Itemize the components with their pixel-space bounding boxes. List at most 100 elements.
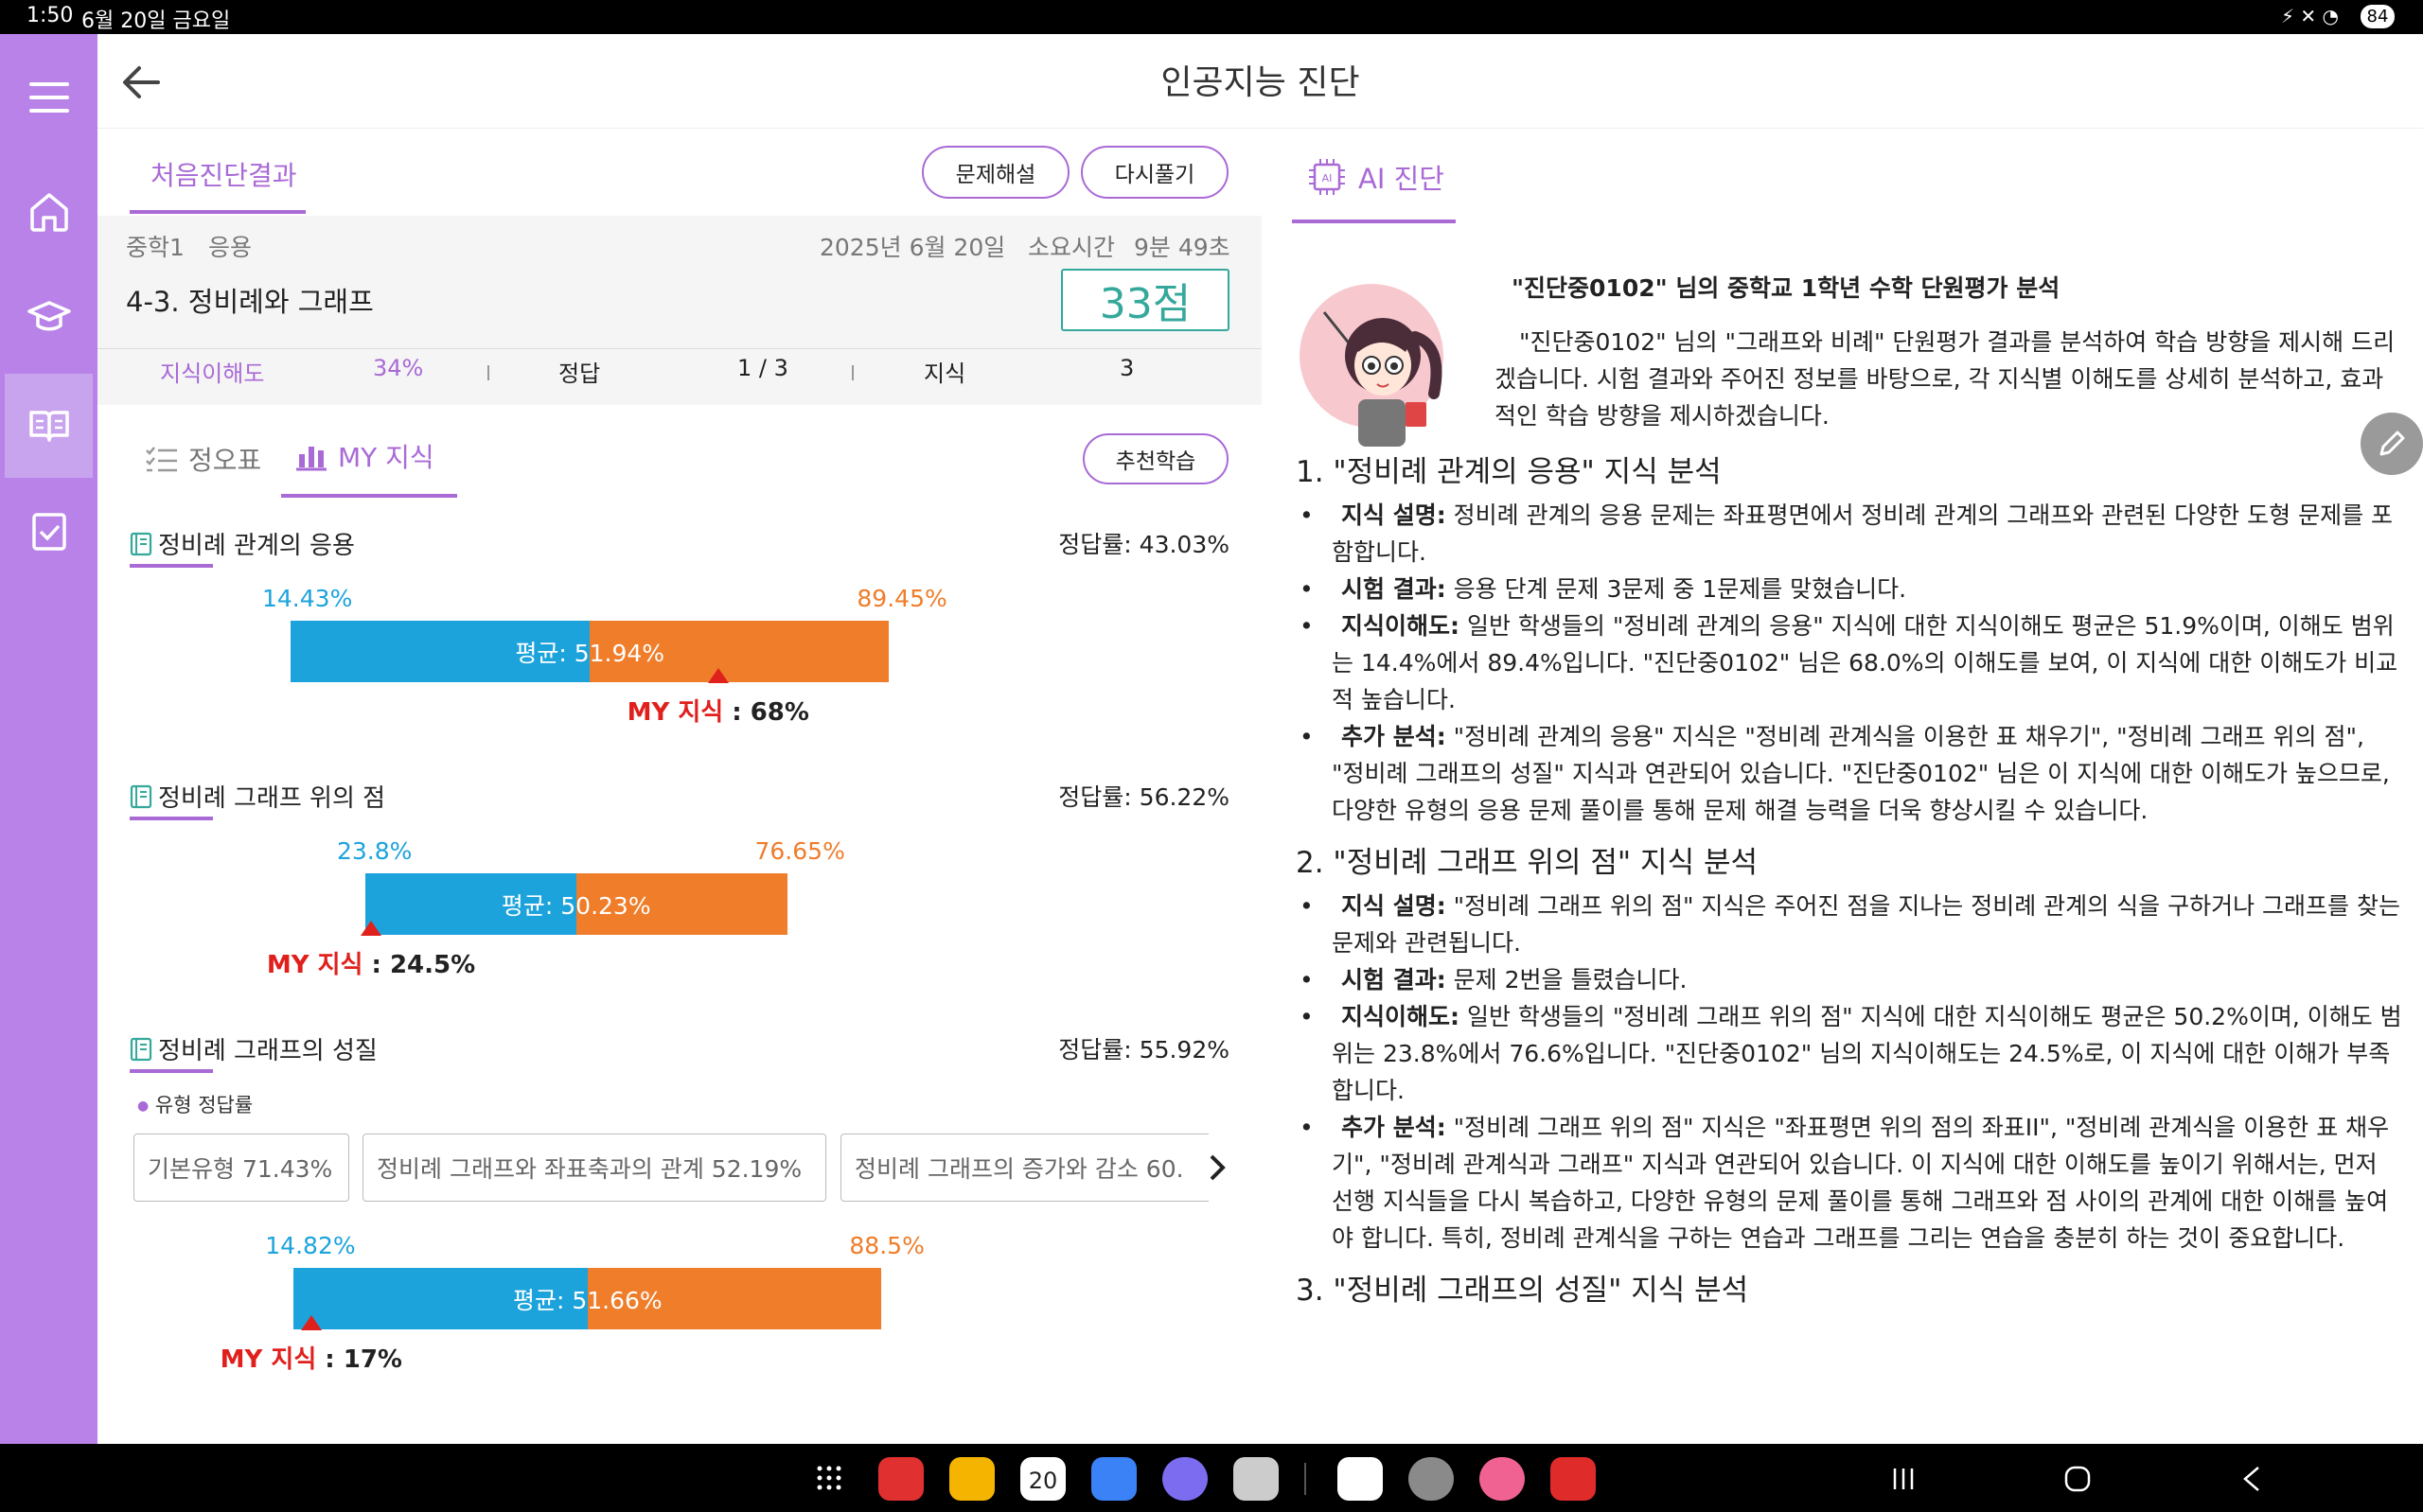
tab-ai-content: AI AI 진단 — [1307, 157, 1444, 197]
max-value-label: 89.45% — [857, 585, 947, 612]
test-date: 2025년 6월 20일 — [820, 234, 1006, 261]
below-average-segment — [293, 1268, 588, 1329]
correct-rate: 정답률: 43.03% — [1058, 531, 1229, 558]
chevron-right-icon[interactable] — [1203, 1149, 1231, 1187]
max-value-label: 88.5% — [849, 1232, 925, 1259]
tab-my-knowledge[interactable]: MY 지식 — [281, 422, 457, 498]
home-icon[interactable] — [5, 159, 93, 263]
average-label: 평균: 51.94% — [515, 639, 665, 667]
divider — [1304, 1463, 1306, 1495]
distribution-chart: 14.43% 89.45% 평균: 51.94% MY 지식 : 68% — [130, 526, 1229, 763]
right-panel: AI AI 진단 "진단중0102" 님의 — [1262, 129, 2423, 1425]
unit-title: 4-3. 정비례와 그래프 — [126, 286, 374, 318]
type-chip[interactable]: 정비례 그래프와 좌표축과의 관계 52.19% — [363, 1134, 826, 1202]
type-chip-row: 기본유형 71.43% 정비례 그래프와 좌표축과의 관계 52.19% 정비례… — [130, 1134, 1209, 1205]
bar-chart-icon — [296, 447, 327, 471]
arrow-left-icon[interactable] — [118, 59, 166, 106]
report-item: 추가 분석: "정비례 그래프 위의 점" 지식은 "좌표평면 위의 점의 좌표… — [1296, 1109, 2403, 1257]
section-title-text: 정비례 그래프의 성질 — [158, 1037, 378, 1065]
distribution-chart: 23.8% 76.65% 평균: 50.23% MY 지식 : 24.5% — [130, 779, 1229, 1015]
svg-text:AI: AI — [1322, 172, 1333, 185]
my-knowledge-marker — [300, 1315, 322, 1330]
back-nav-icon[interactable] — [2239, 1465, 2264, 1493]
max-value-label: 76.65% — [754, 837, 845, 865]
section-underline — [130, 564, 213, 568]
my-knowledge-marker — [707, 668, 729, 683]
min-value-label: 23.8% — [336, 837, 413, 865]
scroll-clip — [1262, 1415, 2423, 1425]
divider — [852, 365, 854, 380]
main-area: 인공지능 진단 처음진단결과 문제해설 다시풀기 중학1 응용 2025년 6월… — [97, 34, 2423, 1444]
tab-ai-label: AI 진단 — [1358, 163, 1444, 195]
home-nav-icon[interactable] — [2063, 1465, 2092, 1493]
my-knowledge-value: : 17% — [316, 1345, 402, 1374]
report-heading: 3. "정비례 그래프의 성질" 지식 분석 — [1296, 1274, 1749, 1308]
notes-app-icon[interactable] — [878, 1457, 924, 1501]
tab-answer-table-label: 정오표 — [188, 445, 262, 476]
knowledge-label: 지식 — [924, 360, 966, 387]
tab-answer-table[interactable]: 정오표 — [145, 435, 261, 483]
min-value-label: 14.82% — [265, 1232, 356, 1259]
understanding-label: 지식이해도 — [160, 360, 265, 387]
range-bar: 평균: 50.23% — [364, 873, 787, 935]
messages-app-icon[interactable] — [1091, 1457, 1137, 1501]
average-label: 평균: 50.23% — [501, 891, 651, 920]
status-bar: 1:50 6월 20일 금요일 ⚡ ✕ ◔ 84 — [0, 0, 2423, 34]
report-heading: 2. "정비례 그래프 위의 점" 지식 분석 — [1296, 846, 1758, 880]
range-bar: 평균: 51.94% — [291, 621, 890, 682]
below-average-segment — [364, 873, 576, 935]
play-store-icon[interactable] — [1337, 1457, 1383, 1501]
report-item: 지식 설명: 정비례 관계의 응용 문제는 좌표평면에서 정비례 관계의 그래프… — [1296, 497, 2403, 571]
divider — [487, 365, 489, 380]
report-item: 지식이해도: 일반 학생들의 "정비례 관계의 응용" 지식에 대한 지식이해도… — [1296, 607, 2403, 718]
knowledge-section: 정비례 그래프의 성질 정답률: 55.92% ● 유형 정답률 기본유형 71… — [130, 1031, 1231, 1410]
correct-rate: 정답률: 55.92% — [1058, 1036, 1229, 1064]
internet-app-icon[interactable] — [1162, 1457, 1208, 1501]
edit-button[interactable] — [2361, 413, 2423, 475]
understanding-value: 34% — [373, 355, 424, 381]
recents-icon[interactable] — [1891, 1467, 1916, 1491]
my-knowledge-value: : 68% — [723, 698, 809, 727]
my-knowledge-title: MY 지식 — [220, 1345, 317, 1374]
youtube-app-icon[interactable] — [1550, 1457, 1596, 1501]
settings-app-icon[interactable] — [1408, 1457, 1454, 1501]
time-label: 소요시간 — [1028, 234, 1116, 261]
notebook-icon — [130, 532, 152, 555]
type-chip[interactable]: 정비례 그래프의 증가와 감소 60. — [840, 1134, 1209, 1202]
section-title: 정비례 그래프 위의 점 — [130, 779, 385, 820]
section-title: 정비례 그래프의 성질 — [130, 1031, 378, 1073]
type-chip[interactable]: 기본유형 71.43% — [133, 1134, 349, 1202]
book-icon[interactable] — [5, 374, 93, 478]
app-drawer-icon[interactable] — [816, 1465, 842, 1491]
knowledge-section: 정비례 그래프 위의 점 정답률: 56.22% 23.8% 76.65% 평균: … — [130, 779, 1229, 1015]
tab-ai-diagnosis[interactable]: AI AI 진단 — [1292, 129, 1456, 223]
recommend-button[interactable]: 추천학습 — [1083, 433, 1229, 484]
tab-first-result[interactable]: 처음진단결과 — [130, 129, 306, 214]
correct-label: 정답 — [558, 360, 601, 387]
checklist-icon[interactable] — [5, 479, 93, 583]
range-bar: 평균: 51.66% — [293, 1268, 882, 1329]
section-underline — [130, 817, 213, 820]
folder-app-icon[interactable] — [949, 1457, 995, 1501]
notebook-icon — [130, 784, 152, 808]
menu-icon[interactable] — [5, 45, 93, 149]
score-box: 33점 — [1061, 269, 1229, 331]
calendar-app-icon[interactable]: 20 — [1020, 1457, 1066, 1501]
graduation-cap-icon[interactable] — [5, 265, 93, 369]
camera-app-icon[interactable] — [1233, 1457, 1279, 1501]
report-item: 지식이해도: 일반 학생들의 "정비례 그래프 위의 점" 지식에 대한 지식이… — [1296, 998, 2403, 1109]
report-item: 시험 결과: 문제 2번을 틀렸습니다. — [1296, 961, 2403, 998]
my-knowledge-title: MY 지식 — [627, 698, 724, 727]
explain-button[interactable]: 문제해설 — [922, 146, 1070, 199]
divider — [97, 348, 1262, 349]
report-title: "진단중0102" 님의 중학교 1학년 수학 단원평가 분석 — [1512, 274, 2060, 302]
status-date: 6월 20일 금요일 — [81, 9, 231, 33]
gallery-app-icon[interactable] — [1479, 1457, 1525, 1501]
retry-button[interactable]: 다시풀기 — [1081, 146, 1229, 199]
grade: 중학1 — [126, 234, 185, 261]
result-info: 중학1 응용 2025년 6월 20일 소요시간 9분 49초 4-3. 정비례… — [97, 216, 1262, 405]
level: 응용 — [208, 234, 253, 261]
status-icons: ⚡ ✕ ◔ — [2281, 5, 2339, 27]
above-average-segment — [590, 621, 890, 682]
above-average-segment — [587, 1268, 882, 1329]
